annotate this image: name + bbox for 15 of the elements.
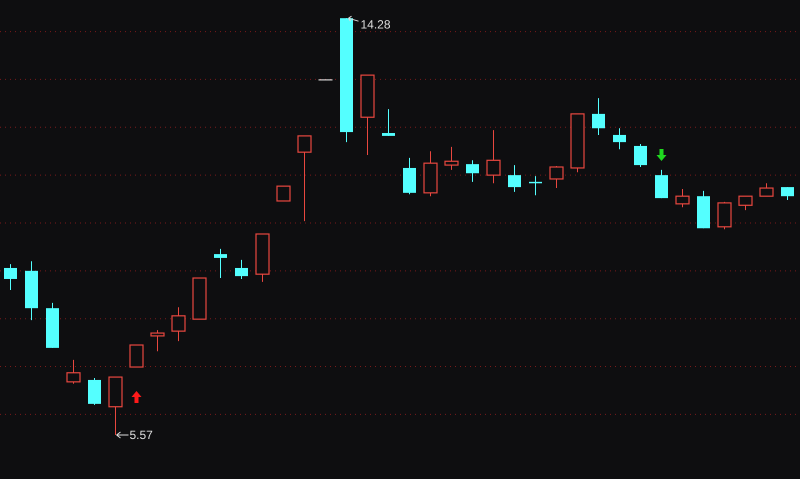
candlestick xyxy=(129,344,144,368)
candlestick xyxy=(675,188,690,208)
candlestick xyxy=(486,130,501,184)
candlestick xyxy=(759,182,774,197)
candlestick xyxy=(717,201,732,230)
annotation: 14.28 xyxy=(360,17,391,32)
candlestick xyxy=(171,306,186,342)
annotation: 5.57 xyxy=(130,428,154,442)
candlestick xyxy=(66,359,81,384)
candlestick xyxy=(444,146,459,170)
candlestick xyxy=(297,135,312,222)
candlestick xyxy=(738,196,753,211)
candlestick xyxy=(549,166,564,189)
candlestick xyxy=(276,186,291,202)
candlestick xyxy=(150,330,165,352)
